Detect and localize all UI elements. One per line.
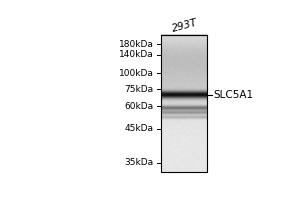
Text: 45kDa: 45kDa — [125, 124, 154, 133]
Text: 140kDa: 140kDa — [119, 50, 154, 59]
Text: 100kDa: 100kDa — [119, 69, 154, 78]
Text: 180kDa: 180kDa — [119, 40, 154, 49]
Text: 35kDa: 35kDa — [124, 158, 154, 167]
Bar — [161, 35, 207, 172]
Text: 75kDa: 75kDa — [124, 85, 154, 94]
Text: SLC5A1: SLC5A1 — [213, 90, 253, 100]
Text: 293T: 293T — [171, 18, 199, 34]
Text: 60kDa: 60kDa — [124, 102, 154, 111]
